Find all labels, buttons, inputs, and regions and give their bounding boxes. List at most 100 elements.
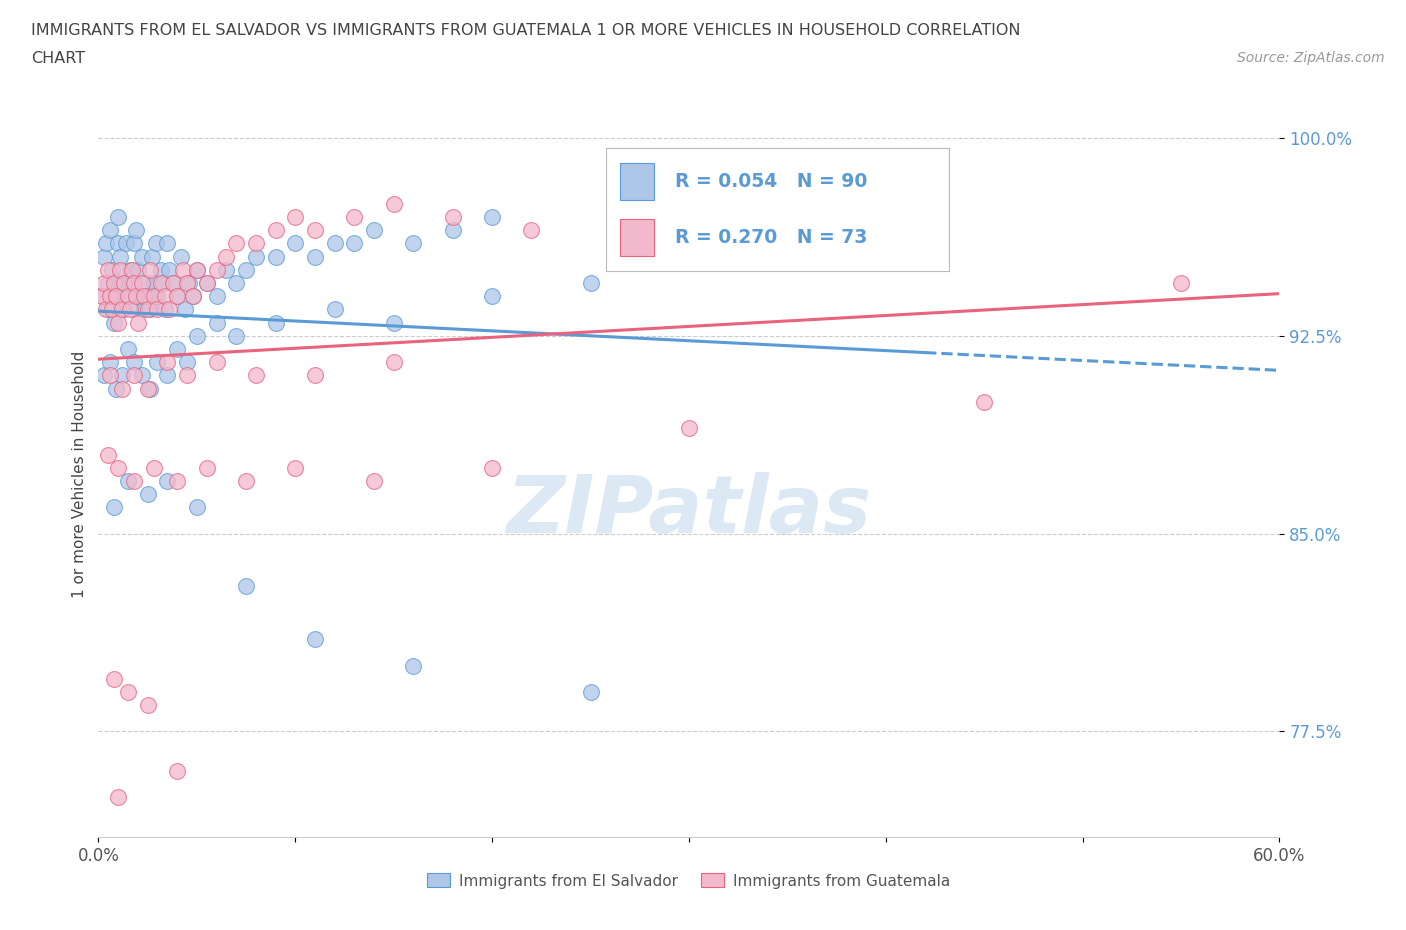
Point [363,473,385,488]
Point [138,262,160,277]
Point [136,289,159,304]
Point [264,249,287,264]
Point [103,499,125,514]
Point [162,275,184,290]
Point [122,473,145,488]
Point [122,302,145,317]
Point [138,381,160,396]
Point [131,368,153,383]
Point [264,223,287,238]
Point [402,236,425,251]
Point [172,262,194,277]
Point [156,368,179,383]
Point [112,302,135,317]
Point [579,275,602,290]
Point [138,302,160,317]
Point [93,249,115,264]
Point [382,354,405,369]
Point [98,223,121,238]
Point [97,447,120,462]
Point [146,289,169,304]
Point [195,275,218,290]
Point [284,236,307,251]
Point [235,262,257,277]
Point [215,262,238,277]
Point [136,486,159,501]
Point [107,790,129,804]
Point [98,368,121,383]
Point [96,236,118,251]
Point [235,473,257,488]
Point [107,209,129,224]
Point [108,262,131,277]
Point [121,275,143,290]
Point [105,381,128,396]
Point [304,249,326,264]
Point [105,289,128,304]
Point [117,289,139,304]
Point [186,499,208,514]
Point [155,289,177,304]
Point [284,209,307,224]
Point [103,315,125,330]
Point [152,275,174,290]
Point [176,275,198,290]
Point [125,289,148,304]
Point [156,354,179,369]
Point [118,302,141,317]
Legend: Immigrants from El Salvador, Immigrants from Guatemala: Immigrants from El Salvador, Immigrants … [422,868,956,895]
Point [107,460,129,475]
Point [131,249,153,264]
Point [121,262,143,277]
Point [176,354,198,369]
Point [97,302,120,317]
Point [1170,275,1192,290]
Point [520,223,543,238]
Point [481,209,503,224]
Text: IMMIGRANTS FROM EL SALVADOR VS IMMIGRANTS FROM GUATEMALA 1 OR MORE VEHICLES IN H: IMMIGRANTS FROM EL SALVADOR VS IMMIGRANT… [31,23,1021,38]
Point [162,275,184,290]
Point [111,275,134,290]
Point [91,289,114,304]
Point [122,275,145,290]
Point [108,249,131,264]
Point [128,289,150,304]
Point [97,262,120,277]
Y-axis label: 1 or more Vehicles in Household: 1 or more Vehicles in Household [72,351,87,598]
Point [304,368,326,383]
Point [107,315,129,330]
Point [205,315,228,330]
Point [186,328,208,343]
Point [122,354,145,369]
Point [402,658,425,673]
Point [166,289,188,304]
Point [98,354,121,369]
Point [195,460,218,475]
Point [101,289,124,304]
Point [225,328,247,343]
Point [136,302,159,317]
Point [127,315,149,330]
Point [166,289,188,304]
Point [245,236,267,251]
Point [284,460,307,475]
Point [304,223,326,238]
Point [142,289,165,304]
Point [579,684,602,699]
Point [156,236,179,251]
Point [235,579,257,594]
Point [323,236,346,251]
Point [323,302,346,317]
Point [98,289,121,304]
Point [441,209,464,224]
Point [146,302,169,317]
Point [205,289,228,304]
Point [157,262,180,277]
Point [481,289,503,304]
Point [181,289,204,304]
Point [122,368,145,383]
Point [186,262,208,277]
Point [166,473,188,488]
Point [91,289,114,304]
Point [111,381,134,396]
